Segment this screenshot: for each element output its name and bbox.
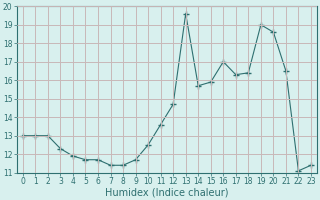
X-axis label: Humidex (Indice chaleur): Humidex (Indice chaleur): [105, 187, 229, 197]
